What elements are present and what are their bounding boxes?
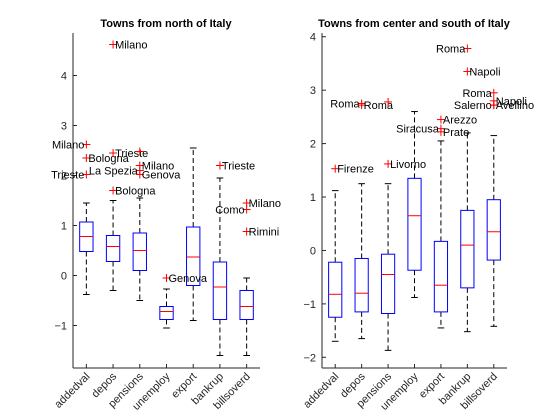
box: [186, 226, 201, 286]
left-panel-title: Towns from north of Italy: [100, 18, 232, 30]
outlier-label: Firenze: [337, 164, 374, 176]
outlier-label: Trieste: [222, 161, 255, 173]
box: [132, 232, 147, 271]
y-tick-label: 2: [61, 171, 67, 183]
y-tick-label: 4: [310, 32, 316, 44]
box: [239, 290, 254, 320]
outlier-label: Bologna: [115, 186, 156, 198]
outlier-label: Siracusa: [396, 124, 440, 136]
outlier-label: Arezzo: [443, 115, 477, 127]
y-tick-label: 3: [310, 85, 316, 97]
outlier-label: Genova: [142, 170, 181, 182]
y-tick-label: 0: [310, 245, 316, 257]
outlier-label: Milano: [115, 40, 147, 52]
outlier-label: Avellino: [496, 100, 534, 112]
outlier-label: Livorno: [390, 159, 426, 171]
box: [460, 209, 475, 289]
y-tick-label: 1: [310, 192, 316, 204]
y-tick-label: −1: [303, 299, 316, 311]
right-panel-title: Towns from center and south of Italy: [318, 18, 511, 30]
box: [354, 257, 369, 313]
outlier-label: Salerno: [454, 100, 492, 112]
outlier-label: Napoli: [496, 96, 527, 108]
right-boxplot-panel: Towns from center and south of Italy −2 −…: [301, 18, 534, 413]
y-tick-label: 4: [61, 71, 67, 83]
box: [433, 240, 449, 313]
outlier-label: Napoli: [469, 66, 500, 78]
left-boxplot-panel: Towns from north of Italy −1 0 1 2 3 4 addedva…: [51, 18, 281, 413]
box: [407, 177, 422, 271]
outlier-label: Milano: [142, 161, 174, 173]
y-tick-label: 2: [310, 139, 316, 151]
x-tick-label: addedval: [301, 371, 341, 411]
outlier-label: Prato: [443, 127, 469, 139]
y-tick-label: 1: [61, 221, 67, 233]
outlier-label: Milano: [249, 198, 281, 210]
outlier-label: Como: [215, 205, 244, 217]
outlier-label: Rimini: [249, 227, 280, 239]
outlier-label: Roma: [462, 88, 492, 100]
outlier-label: La Spezia: [89, 166, 139, 178]
outlier-label: Roma: [330, 99, 360, 111]
y-tick-label: −1: [54, 321, 67, 333]
outlier-label: Genova: [169, 273, 208, 285]
x-tick-label: addedval: [52, 371, 92, 411]
outlier-label: Trieste: [115, 148, 148, 160]
y-tick-label: 3: [61, 121, 67, 133]
y-tick-label: 0: [61, 271, 67, 283]
box: [105, 235, 121, 262]
outlier-label: Roma: [436, 43, 466, 55]
box: [380, 253, 396, 315]
outlier-label: Milano: [52, 140, 84, 152]
box: [486, 199, 501, 261]
outlier-label: Trieste: [51, 170, 84, 182]
y-tick-label: −2: [303, 352, 316, 364]
box: [212, 261, 228, 320]
outlier-label: Roma: [364, 100, 394, 112]
outlier-label: Bologna: [88, 153, 129, 165]
box: [159, 306, 174, 320]
box: [328, 261, 343, 318]
